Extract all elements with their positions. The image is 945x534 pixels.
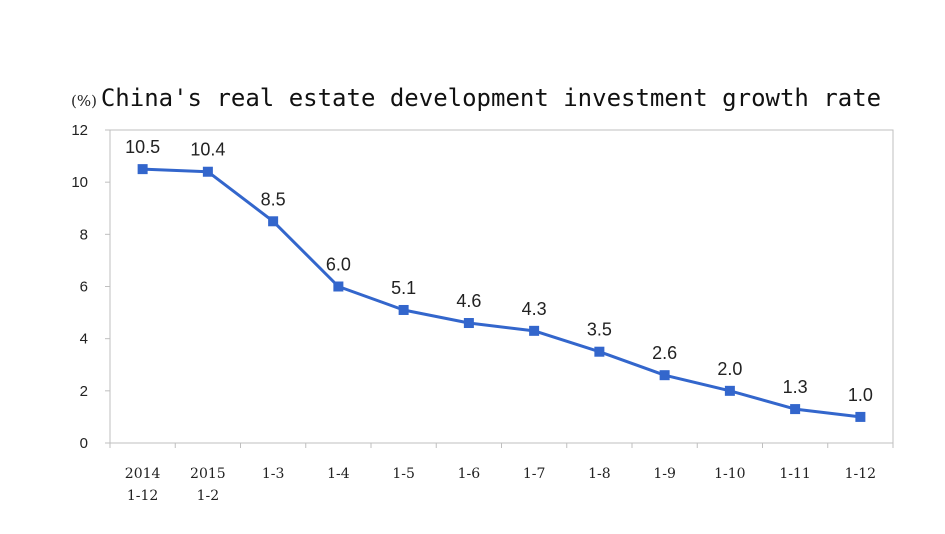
data-labels: 10.5 10.4 8.5 6.0 5.1 4.6 4.3 3.5 2.6 2.0 1.3 1.0	[125, 137, 873, 405]
x-tick-label-line: 1-6	[458, 466, 481, 482]
x-tick-label: 1-12	[845, 466, 876, 482]
data-point	[659, 370, 670, 381]
data-label: 1.0	[848, 385, 873, 405]
x-tick-label-line: 1-2	[197, 488, 220, 504]
data-point	[529, 325, 540, 336]
series-line	[142, 167, 861, 419]
data-label: 2.0	[717, 359, 742, 379]
data-point	[137, 164, 148, 175]
x-axis: 2014 1-12 2015 1-2 1-3 1-4 1-5 1-6 1-7 1-8 1-9 1-10…	[109, 443, 894, 504]
y-tick-label: 8	[80, 226, 88, 243]
x-tick-label-line: 2014	[125, 466, 161, 482]
series-layer	[137, 164, 866, 422]
x-tick-label: 2015 1-2	[190, 466, 226, 504]
x-tick-label: 1-8	[588, 466, 611, 482]
chart-title: China's real estate development investme…	[101, 84, 881, 112]
data-label: 2.6	[652, 343, 677, 363]
x-tick-label-line: 1-3	[262, 466, 285, 482]
data-point	[202, 166, 213, 177]
data-point	[724, 385, 735, 396]
data-point	[398, 304, 409, 315]
data-label: 4.3	[522, 299, 547, 319]
data-label: 6.0	[326, 255, 351, 275]
data-label: 4.6	[456, 291, 481, 311]
y-axis: 0 2 4 6 8 10 12	[71, 122, 110, 452]
x-tick-label-line: 1-9	[653, 466, 676, 482]
y-tick-label: 12	[71, 122, 88, 139]
data-label: 1.3	[783, 377, 808, 397]
x-tick-label-line: 1-12	[127, 488, 158, 504]
x-tick-label: 1-9	[653, 466, 676, 482]
x-tick-label: 1-3	[262, 466, 285, 482]
x-tick-label-line: 1-11	[779, 466, 810, 482]
data-point	[463, 318, 474, 329]
data-point	[333, 281, 344, 292]
data-point	[594, 346, 605, 357]
data-label: 8.5	[261, 189, 286, 209]
unit-label: (%)	[71, 92, 97, 110]
data-label: 10.5	[125, 137, 160, 157]
x-tick-label: 2014 1-12	[125, 466, 161, 504]
data-point	[855, 411, 866, 422]
x-tick-label: 1-11	[779, 466, 810, 482]
x-tick-label-line: 2015	[190, 466, 226, 482]
y-tick-label: 2	[80, 383, 88, 400]
x-tick-label: 1-6	[458, 466, 481, 482]
x-tick-label: 1-10	[714, 466, 745, 482]
x-tick-label: 1-7	[523, 466, 546, 482]
plot-frame	[109, 129, 894, 444]
y-tick-label: 0	[80, 435, 88, 452]
x-tick-label-line: 1-8	[588, 466, 611, 482]
data-label: 3.5	[587, 320, 612, 340]
data-point	[268, 216, 279, 227]
x-tick-label-line: 1-5	[392, 466, 415, 482]
x-tick-label-line: 1-12	[845, 466, 876, 482]
y-tick-label: 4	[80, 331, 88, 348]
data-label: 10.4	[190, 140, 225, 160]
x-tick-label-line: 1-4	[327, 466, 350, 482]
x-tick-label-line: 1-7	[523, 466, 546, 482]
x-tick-label: 1-4	[327, 466, 350, 482]
y-tick-label: 10	[71, 174, 88, 191]
data-point	[790, 404, 801, 415]
data-label: 5.1	[391, 278, 416, 298]
x-tick-label-line: 1-10	[714, 466, 745, 482]
y-tick-label: 6	[80, 279, 88, 296]
x-tick-label: 1-5	[392, 466, 415, 482]
